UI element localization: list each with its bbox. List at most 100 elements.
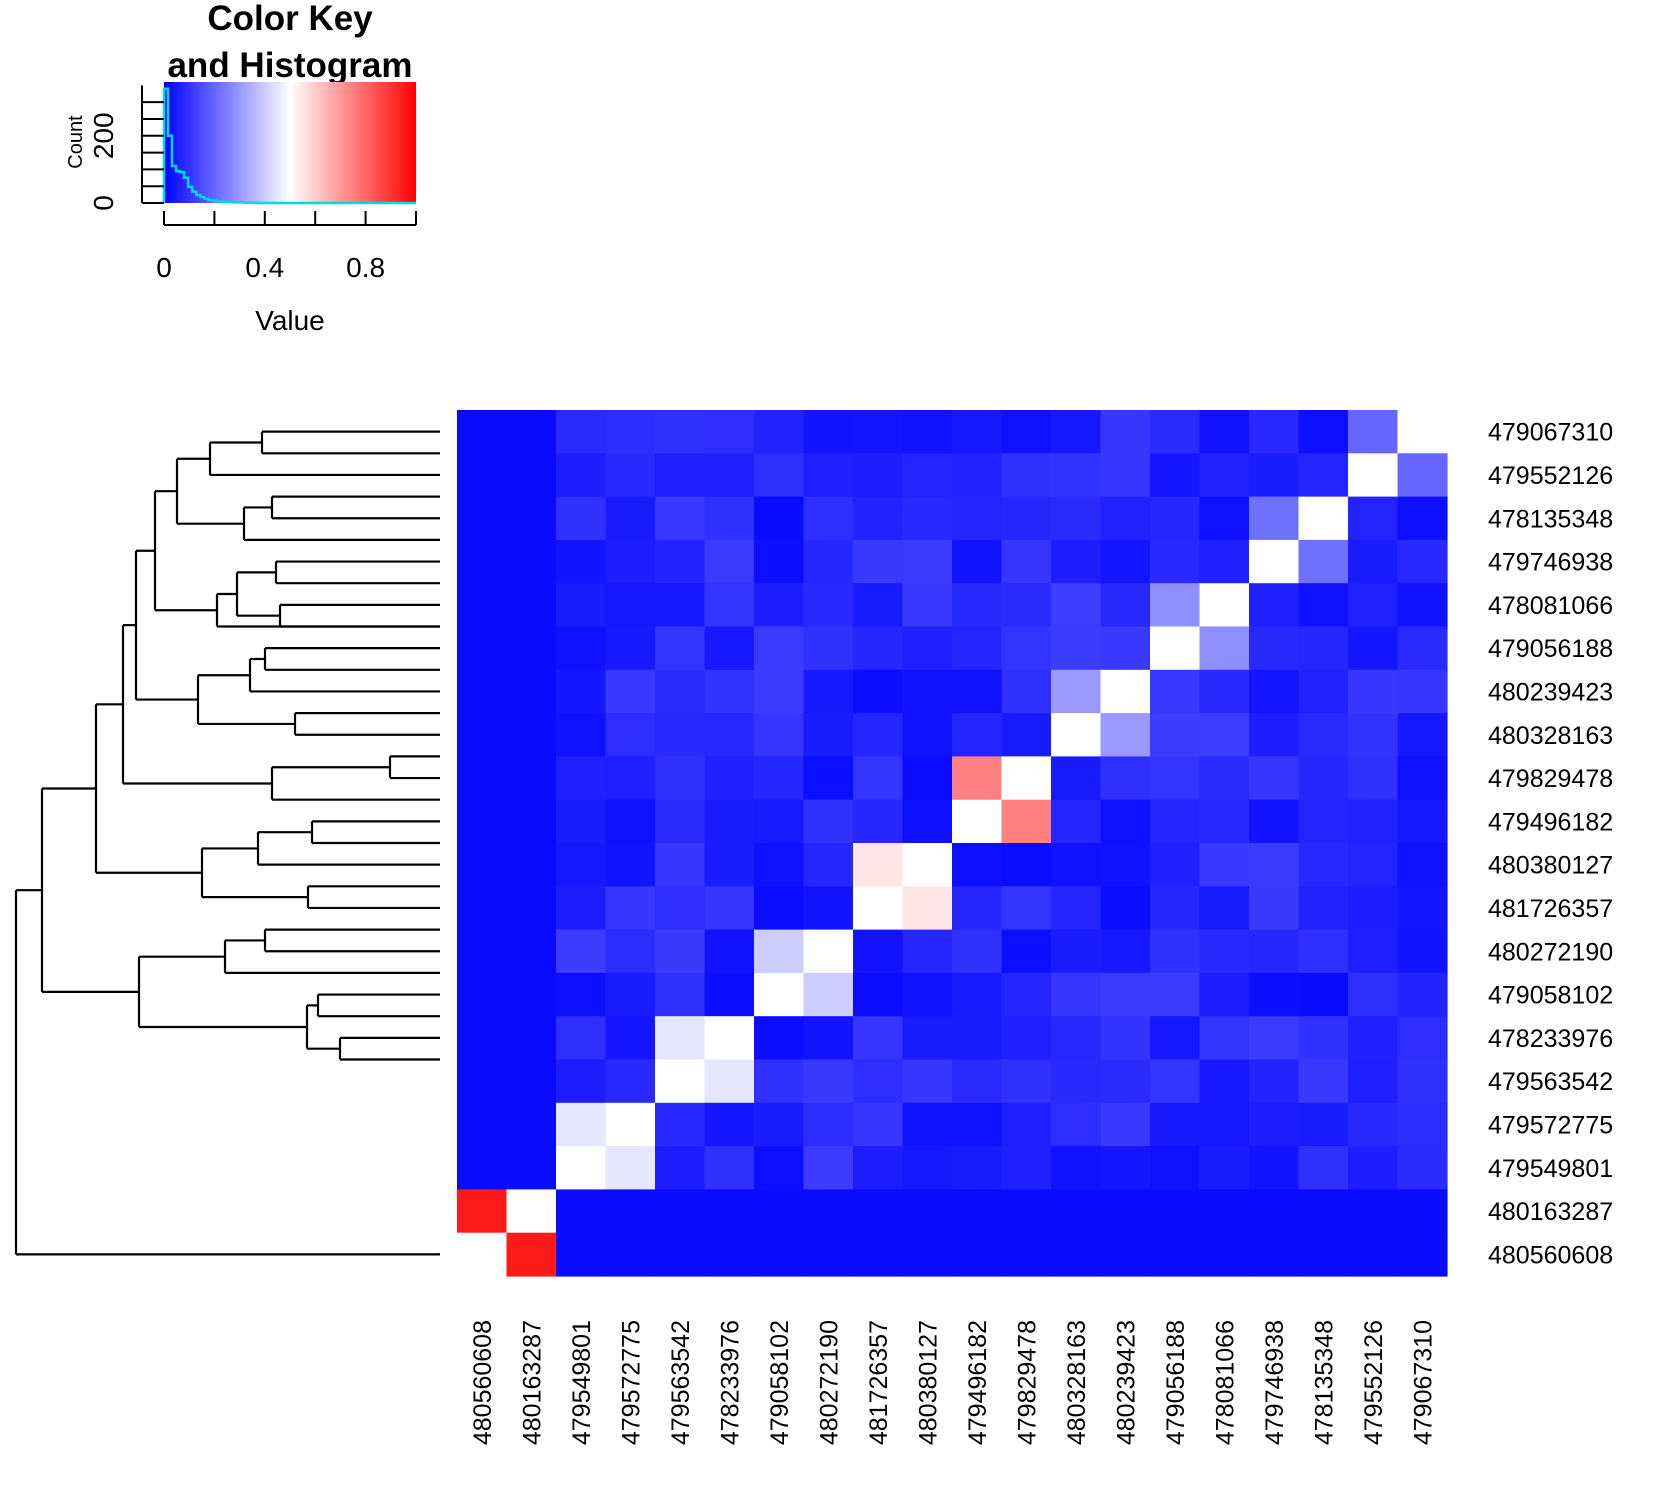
- heatmap-cell: [1199, 886, 1250, 931]
- heatmap-cell: [506, 1146, 557, 1190]
- heatmap-cell: [803, 799, 854, 844]
- heatmap-cell: [853, 539, 904, 584]
- heatmap-cell: [605, 799, 656, 844]
- heatmap-cell: [655, 453, 706, 498]
- heatmap-cell: [556, 453, 607, 498]
- heatmap-cell: [556, 669, 607, 714]
- heatmap-cell: [704, 1016, 755, 1061]
- heatmap-cells: [457, 410, 1448, 1277]
- heatmap-cell: [853, 583, 904, 628]
- heatmap-cell: [1100, 886, 1151, 931]
- heatmap-cell: [853, 669, 904, 714]
- heatmap-cell: [853, 410, 904, 454]
- heatmap-cell: [754, 886, 805, 931]
- heatmap-cell: [1051, 583, 1102, 628]
- heatmap-cell: [1249, 1059, 1300, 1104]
- heatmap-cell: [506, 713, 557, 757]
- heatmap-cell: [803, 929, 854, 974]
- heatmap-cell: [1199, 453, 1250, 498]
- heatmap-cell: [1348, 843, 1399, 887]
- heatmap-cell: [704, 1189, 755, 1234]
- heatmap-cell: [457, 583, 508, 628]
- heatmap-cell: [1150, 929, 1201, 974]
- heatmap-cell: [902, 1232, 953, 1277]
- heatmap-cell: [1150, 669, 1201, 714]
- column-label: 479056188: [1162, 1320, 1190, 1445]
- heatmap-cell: [1001, 1146, 1052, 1190]
- heatmap-cell: [506, 410, 557, 454]
- heatmap-cell: [902, 539, 953, 584]
- heatmap-cell: [655, 1189, 706, 1234]
- heatmap-cell: [1001, 583, 1052, 628]
- heatmap-cell: [605, 756, 656, 801]
- column-label: 480163287: [518, 1320, 546, 1445]
- heatmap-cell: [1397, 1059, 1448, 1104]
- row-label: 481726357: [1488, 895, 1613, 923]
- heatmap-cell: [952, 453, 1003, 498]
- heatmap-cell: [655, 886, 706, 931]
- heatmap-cell: [1348, 539, 1399, 584]
- column-label: 479549801: [568, 1320, 596, 1445]
- heatmap-cell: [1249, 1016, 1300, 1061]
- heatmap-cell: [803, 669, 854, 714]
- heatmap-cell: [1348, 1232, 1399, 1277]
- heatmap-cell: [655, 669, 706, 714]
- row-label: 479496182: [1488, 808, 1613, 836]
- heatmap-cell: [556, 1232, 607, 1277]
- heatmap-cell: [952, 972, 1003, 1017]
- heatmap-cell: [506, 929, 557, 974]
- heatmap-cell: [704, 539, 755, 584]
- heatmap-cell: [655, 626, 706, 671]
- heatmap-cell: [1150, 713, 1201, 757]
- heatmap-cell: [1397, 713, 1448, 757]
- heatmap-cell: [803, 453, 854, 498]
- heatmap-cell: [1001, 756, 1052, 801]
- heatmap-cell: [1199, 929, 1250, 974]
- heatmap-cell: [1397, 453, 1448, 498]
- heatmap-cell: [556, 626, 607, 671]
- column-label: 480560608: [469, 1320, 497, 1445]
- heatmap-cell: [556, 1016, 607, 1061]
- heatmap-cell: [655, 1016, 706, 1061]
- heatmap-cell: [1100, 713, 1151, 757]
- heatmap-cell: [1249, 713, 1300, 757]
- heatmap-cell: [1150, 583, 1201, 628]
- heatmap-cell: [1001, 453, 1052, 498]
- heatmap-cell: [506, 1189, 557, 1234]
- heatmap-cell: [754, 756, 805, 801]
- heatmap-cell: [457, 1232, 508, 1277]
- heatmap-cell: [803, 410, 854, 454]
- heatmap-cell: [853, 1189, 904, 1234]
- heatmap-cell: [1249, 1146, 1300, 1190]
- heatmap-cell: [1001, 626, 1052, 671]
- heatmap-cell: [605, 886, 656, 931]
- row-label: 479552126: [1488, 462, 1613, 490]
- heatmap-cell: [1150, 539, 1201, 584]
- heatmap-cell: [457, 453, 508, 498]
- key-histogram: [162, 87, 416, 205]
- heatmap-cell: [902, 756, 953, 801]
- heatmap-cell: [556, 929, 607, 974]
- heatmap-cell: [1199, 713, 1250, 757]
- heatmap-cell: [1001, 496, 1052, 541]
- heatmap-cell: [1100, 929, 1151, 974]
- row-label: 479829478: [1488, 765, 1613, 793]
- heatmap-cell: [1249, 1189, 1300, 1234]
- heatmap-cell: [704, 626, 755, 671]
- heatmap-cell: [704, 713, 755, 757]
- heatmap-cell: [1298, 669, 1349, 714]
- heatmap-cell: [853, 1059, 904, 1104]
- heatmap-cell: [605, 1232, 656, 1277]
- heatmap-cell: [1100, 972, 1151, 1017]
- heatmap-cell: [1348, 1059, 1399, 1104]
- heatmap-cell: [1249, 972, 1300, 1017]
- column-label: 479746938: [1261, 1320, 1289, 1445]
- heatmap-cell: [1051, 1059, 1102, 1104]
- heatmap-cell: [704, 929, 755, 974]
- heatmap-cell: [1001, 1189, 1052, 1234]
- heatmap-cell: [1298, 972, 1349, 1017]
- heatmap-cell: [1199, 756, 1250, 801]
- heatmap-cell: [1100, 1189, 1151, 1234]
- key-x-axis-label: Value: [255, 305, 325, 336]
- heatmap-cell: [1001, 1232, 1052, 1277]
